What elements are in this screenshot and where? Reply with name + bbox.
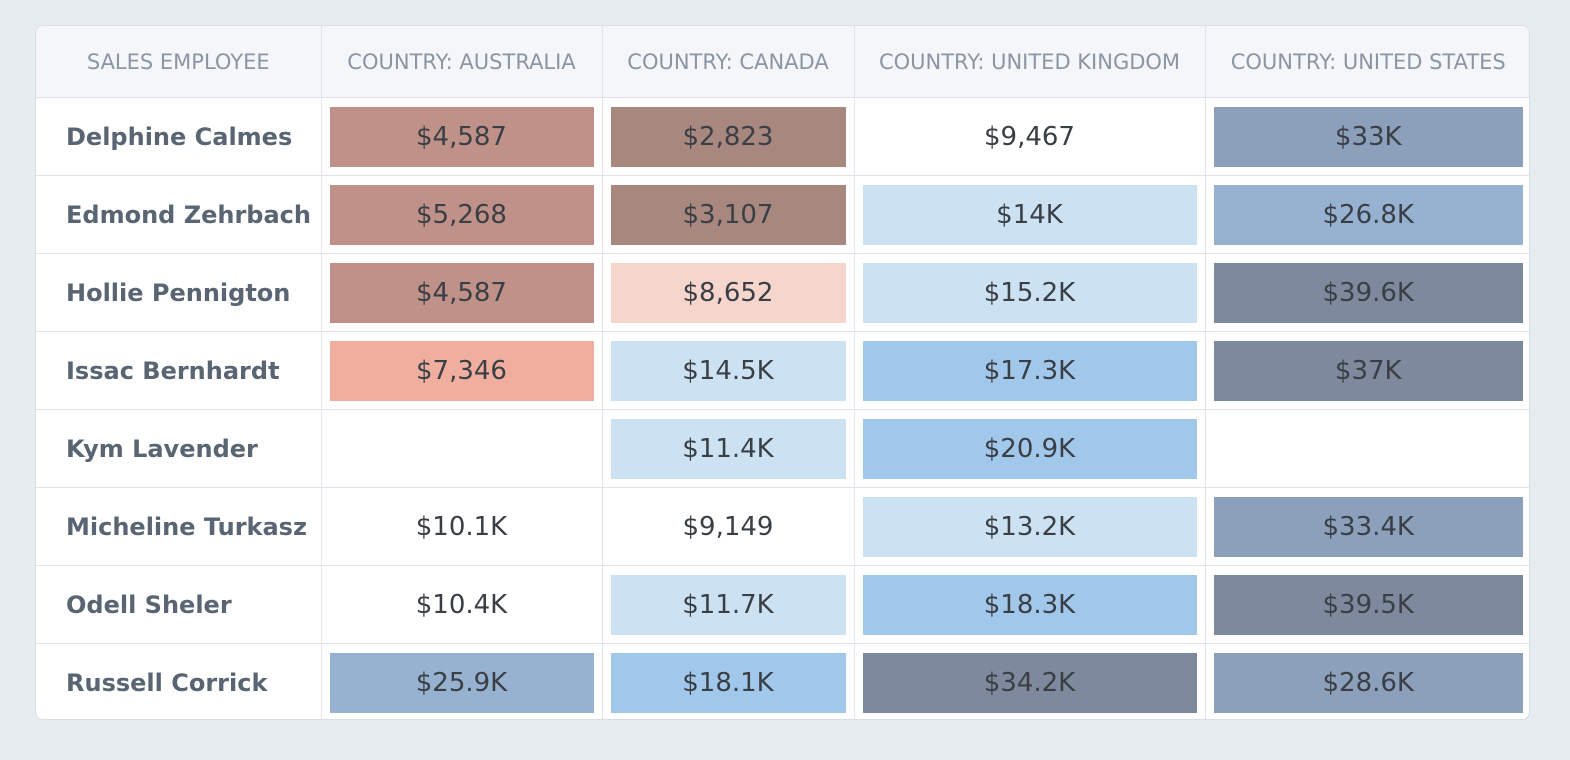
value-box: $14.5K (610, 340, 846, 401)
value-cell[interactable]: $39.5K (1205, 565, 1529, 644)
value-box: $2,823 (610, 106, 846, 167)
value-cell[interactable] (1205, 409, 1529, 488)
header-country-australia[interactable]: COUNTRY: AUSTRALIA (321, 26, 603, 98)
value-box: $14K (862, 184, 1197, 245)
value-box: $8,652 (610, 262, 846, 323)
value-box: $11.4K (610, 418, 846, 479)
value-cell[interactable]: $3,107 (602, 175, 855, 254)
table-row: Edmond Zehrbach $5,268 $3,107 $14K $26.8… (36, 175, 1529, 254)
value-box: $33.4K (1213, 496, 1523, 557)
value-box: $9,149 (682, 511, 774, 542)
value-cell[interactable]: $20.9K (854, 409, 1206, 488)
table-body: Delphine Calmes $4,587 $2,823 $9,467 $33… (36, 97, 1529, 720)
pivot-grid: SALES EMPLOYEE COUNTRY: AUSTRALIA COUNTR… (35, 25, 1530, 720)
value-box: $11.7K (610, 574, 846, 635)
employee-name: Odell Sheler (36, 565, 322, 644)
value-cell[interactable]: $15.2K (854, 253, 1206, 332)
value-cell[interactable]: $9,149 (602, 487, 855, 566)
employee-name: Hollie Pennigton (36, 253, 322, 332)
value-cell[interactable]: $13.2K (854, 487, 1206, 566)
value-cell[interactable]: $10.1K (321, 487, 603, 566)
value-box: $33K (1213, 106, 1523, 167)
value-cell[interactable]: $9,467 (854, 97, 1206, 176)
value-cell[interactable]: $18.1K (602, 643, 855, 719)
value-cell[interactable]: $37K (1205, 331, 1529, 410)
value-cell[interactable]: $4,587 (321, 97, 603, 176)
table-row: Issac Bernhardt $7,346 $14.5K $17.3K $37… (36, 331, 1529, 410)
value-box: $4,587 (329, 262, 594, 323)
value-box: $18.1K (610, 652, 846, 713)
value-box: $3,107 (610, 184, 846, 245)
value-box: $4,587 (329, 106, 594, 167)
table-row: Russell Corrick $25.9K $18.1K $34.2K $28… (36, 643, 1529, 720)
table-row: Micheline Turkasz $10.1K $9,149 $13.2K $… (36, 487, 1529, 566)
employee-name: Kym Lavender (36, 409, 322, 488)
value-box: $18.3K (862, 574, 1197, 635)
value-box: $39.5K (1213, 574, 1523, 635)
header-sales-employee[interactable]: SALES EMPLOYEE (36, 26, 322, 98)
header-country-united-states[interactable]: COUNTRY: UNITED STATES (1205, 26, 1529, 98)
value-box (330, 419, 594, 479)
value-box: $37K (1213, 340, 1523, 401)
value-box: $26.8K (1213, 184, 1523, 245)
table-row: Kym Lavender $11.4K $20.9K (36, 409, 1529, 488)
employee-name: Micheline Turkasz (36, 487, 322, 566)
value-box (1214, 419, 1524, 479)
value-cell[interactable]: $25.9K (321, 643, 603, 719)
value-cell[interactable]: $33.4K (1205, 487, 1529, 566)
value-box: $10.1K (415, 511, 508, 542)
value-box: $15.2K (862, 262, 1197, 323)
value-cell[interactable]: $33K (1205, 97, 1529, 176)
value-box: $13.2K (862, 496, 1197, 557)
value-cell[interactable]: $11.4K (602, 409, 855, 488)
table-row: Odell Sheler $10.4K $11.7K $18.3K $39.5K (36, 565, 1529, 644)
value-cell[interactable]: $34.2K (854, 643, 1206, 719)
value-box: $7,346 (329, 340, 594, 401)
header-row: SALES EMPLOYEE COUNTRY: AUSTRALIA COUNTR… (36, 26, 1529, 98)
value-cell[interactable] (321, 409, 603, 488)
value-cell[interactable]: $39.6K (1205, 253, 1529, 332)
pivot-table: SALES EMPLOYEE COUNTRY: AUSTRALIA COUNTR… (36, 26, 1529, 720)
value-box: $39.6K (1213, 262, 1523, 323)
value-box: $9,467 (984, 121, 1075, 152)
employee-name: Issac Bernhardt (36, 331, 322, 410)
value-cell[interactable]: $17.3K (854, 331, 1206, 410)
value-box: $17.3K (862, 340, 1197, 401)
value-box: $28.6K (1213, 652, 1523, 713)
header-country-united-kingdom[interactable]: COUNTRY: UNITED KINGDOM (854, 26, 1206, 98)
value-cell[interactable]: $26.8K (1205, 175, 1529, 254)
value-cell[interactable]: $4,587 (321, 253, 603, 332)
employee-name: Russell Corrick (36, 643, 322, 719)
value-cell[interactable]: $28.6K (1205, 644, 1529, 720)
value-cell[interactable]: $7,346 (321, 331, 603, 410)
value-box: $10.4K (415, 589, 508, 620)
value-cell[interactable]: $14.5K (602, 331, 855, 410)
employee-name: Delphine Calmes (36, 97, 322, 176)
value-cell[interactable]: $5,268 (321, 175, 603, 254)
value-cell[interactable]: $10.4K (321, 565, 603, 644)
value-cell[interactable]: $18.3K (854, 565, 1206, 644)
value-box: $5,268 (329, 184, 594, 245)
value-cell[interactable]: $2,823 (602, 97, 855, 176)
value-cell[interactable]: $8,652 (602, 253, 855, 332)
table-row: Delphine Calmes $4,587 $2,823 $9,467 $33… (36, 97, 1529, 176)
value-box: $20.9K (862, 418, 1197, 479)
value-cell[interactable]: $11.7K (602, 565, 855, 644)
value-box: $34.2K (862, 652, 1197, 713)
employee-name: Edmond Zehrbach (36, 175, 322, 254)
header-country-canada[interactable]: COUNTRY: CANADA (602, 26, 855, 98)
value-cell[interactable]: $14K (854, 175, 1206, 254)
table-row: Hollie Pennigton $4,587 $8,652 $15.2K $3… (36, 253, 1529, 332)
value-box: $25.9K (329, 652, 594, 713)
